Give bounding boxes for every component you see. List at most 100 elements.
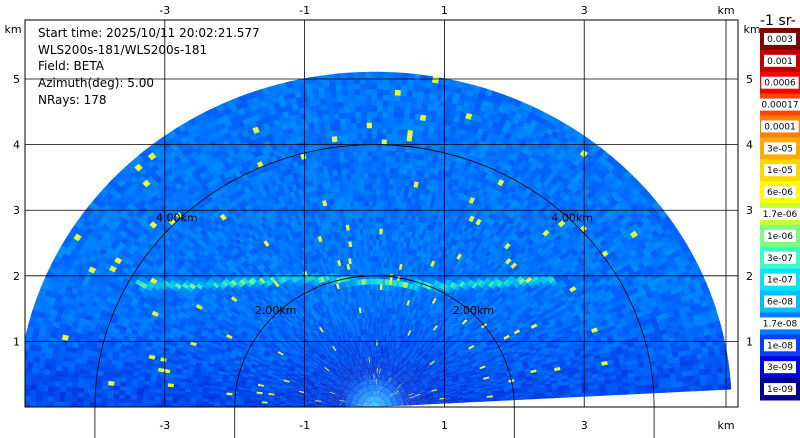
data-cell	[592, 380, 600, 386]
data-cell	[599, 383, 607, 389]
data-cell	[501, 377, 509, 382]
data-cell	[537, 336, 545, 342]
data-cell	[519, 355, 527, 360]
data-cell	[407, 392, 414, 396]
data-cell	[480, 390, 487, 394]
data-cell	[652, 345, 660, 352]
data-cell	[539, 342, 548, 348]
data-cell	[488, 356, 496, 362]
data-cell	[492, 396, 500, 400]
data-cell	[421, 400, 429, 403]
data-cell	[656, 363, 664, 370]
data-cell	[530, 351, 539, 357]
data-cell	[450, 391, 458, 395]
data-cell	[421, 399, 429, 402]
data-cell	[466, 365, 474, 371]
data-cell	[709, 308, 718, 317]
data-cell	[629, 385, 636, 391]
data-cell	[611, 386, 619, 392]
data-cell	[426, 392, 433, 395]
data-cell	[599, 391, 607, 396]
data-cell	[458, 376, 466, 380]
data-cell	[634, 380, 642, 386]
data-cell	[575, 386, 583, 391]
data-cell	[528, 393, 536, 397]
data-cell	[415, 399, 423, 401]
data-cell	[581, 385, 589, 390]
data-cell	[691, 358, 699, 366]
data-cell	[613, 361, 621, 368]
data-cell	[423, 385, 431, 389]
data-cell	[522, 391, 530, 395]
data-cell	[473, 365, 480, 370]
data-cell	[445, 375, 452, 379]
data-cell	[429, 382, 436, 387]
data-cell	[656, 339, 665, 346]
data-cell	[404, 404, 411, 406]
data-cell	[432, 395, 440, 398]
data-cell	[491, 362, 499, 368]
data-cell	[396, 396, 404, 400]
data-cell	[717, 377, 725, 385]
data-cell	[565, 328, 574, 335]
data-cell	[681, 370, 689, 377]
data-cell	[619, 360, 627, 367]
data-cell	[424, 387, 432, 391]
data-cell	[498, 393, 506, 397]
data-cell	[483, 376, 490, 380]
data-cell	[662, 362, 670, 370]
data-cell	[409, 402, 417, 404]
data-cell	[408, 396, 416, 399]
data-cell	[678, 355, 687, 362]
data-cell	[409, 400, 417, 403]
data-cell	[670, 381, 678, 388]
data-cell	[462, 371, 470, 376]
data-cell	[421, 397, 428, 400]
data-cell	[576, 339, 585, 346]
data-cell	[714, 355, 723, 363]
data-cell	[498, 367, 506, 372]
data-cell	[392, 402, 399, 405]
data-cell	[470, 375, 478, 380]
data-cell	[485, 364, 493, 369]
data-cell	[415, 396, 422, 399]
data-cell	[685, 332, 694, 340]
data-cell	[505, 352, 513, 358]
data-cell	[569, 322, 578, 329]
data-cell	[510, 366, 518, 371]
data-cell	[449, 386, 456, 390]
data-cell	[692, 313, 701, 322]
data-cell	[694, 379, 702, 386]
data-cell	[569, 338, 578, 344]
data-cell	[479, 384, 486, 388]
data-cell	[597, 372, 605, 378]
data-cell	[486, 366, 494, 371]
data-cell	[415, 403, 423, 405]
data-cell	[493, 368, 501, 373]
data-cell	[711, 314, 720, 323]
data-cell	[403, 397, 410, 400]
data-cell	[682, 385, 690, 392]
data-cell	[645, 341, 654, 349]
data-cell	[426, 393, 434, 396]
data-cell	[420, 393, 427, 396]
data-cell	[392, 404, 399, 406]
data-cell	[451, 395, 458, 399]
data-cell	[448, 385, 456, 389]
data-cell	[558, 391, 565, 395]
data-cell	[579, 371, 587, 377]
data-cell	[667, 357, 675, 364]
data-cell	[528, 390, 535, 395]
data-cell	[560, 330, 569, 337]
data-cell	[593, 317, 602, 324]
data-cell	[638, 366, 646, 373]
data-cell	[465, 380, 473, 384]
data-cell	[598, 380, 606, 385]
data-cell	[454, 383, 462, 387]
data-cell	[700, 384, 708, 391]
data-cell	[579, 330, 588, 337]
data-cell	[475, 370, 482, 375]
data-cell	[402, 396, 410, 399]
data-cell	[622, 377, 630, 383]
data-cell	[385, 401, 392, 404]
